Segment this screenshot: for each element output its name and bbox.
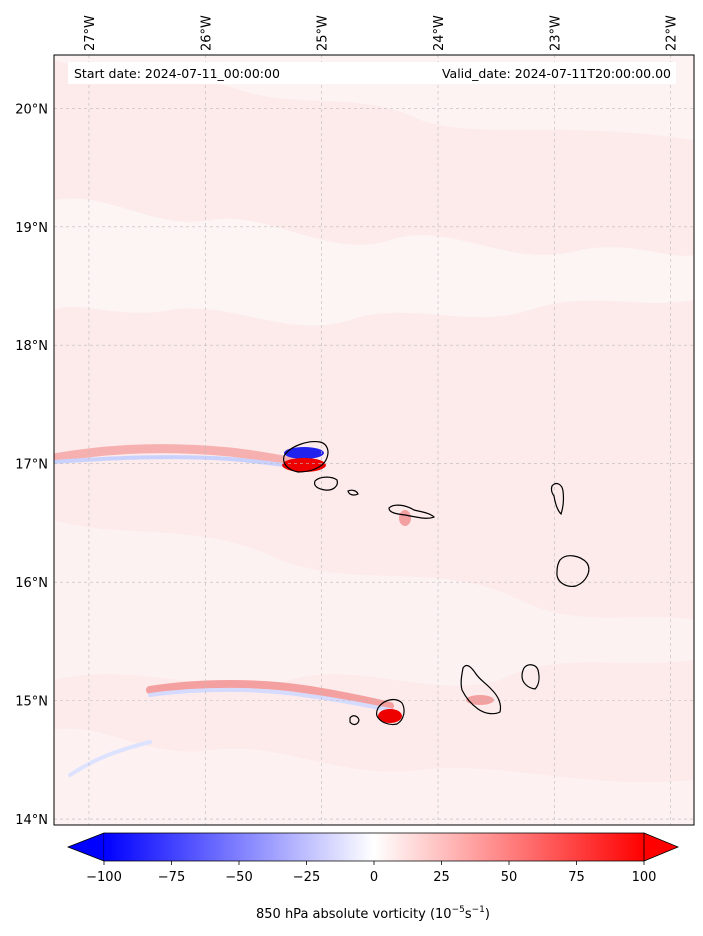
latitude-tick-label: 14°N [15, 813, 48, 828]
colorbar-label-main: 850 hPa absolute vorticity (10 [256, 907, 452, 922]
vorticity-field-background [54, 55, 694, 825]
latitude-tick-label: 16°N [15, 576, 48, 591]
island-sal [550, 482, 564, 516]
island-santiago [460, 664, 502, 715]
valid-date-label: Valid_date: 2024-07-11T20:00:00.00 [442, 66, 671, 81]
island-santo-antao [283, 441, 329, 473]
sal-wake-vorticity [466, 695, 494, 705]
longitude-tick-label: 22°W [665, 15, 680, 51]
latitude-tick-label: 20°N [15, 102, 48, 117]
colorbar-tick-label: −50 [225, 870, 252, 885]
colorbar-tick-label: 0 [370, 870, 378, 885]
colorbar-tick-label: −25 [293, 870, 320, 885]
colorbar: −100 −75 −50 −25 0 25 50 75 100 850 hPa absolute… [66, 832, 680, 922]
gridlines [54, 55, 694, 825]
coastlines [283, 441, 590, 726]
longitude-tick-label: 26°W [199, 15, 214, 51]
info-box [68, 62, 676, 84]
island-boa-vista [556, 555, 590, 587]
island-sao-nicolau [388, 504, 436, 519]
colorbar-bar [104, 833, 644, 861]
vorticity-patch [54, 198, 694, 326]
island-santa-luzia [347, 489, 359, 496]
colorbar-tick-label: 100 [632, 870, 657, 885]
longitude-tick-label: 24°W [432, 15, 447, 51]
colorbar-label-exponent: −1 [472, 905, 485, 915]
latitude-tick-label: 18°N [15, 339, 48, 354]
colorbar-extend-max [643, 832, 680, 862]
island-brava [349, 715, 360, 726]
colorbar-label-exponent: −5 [452, 905, 465, 915]
latitude-tick-label: 15°N [15, 695, 48, 710]
vorticity-filament-south [148, 687, 392, 712]
fogo-positive-vorticity [378, 709, 402, 723]
colorbar-label: 850 hPa absolute vorticity (10−5s−1) [256, 905, 490, 922]
colorbar-extend-min [66, 832, 105, 862]
colorbar-tick-label: 25 [433, 870, 450, 885]
vorticity-filament-north [54, 444, 297, 467]
latitude-tick-label: 19°N [15, 221, 48, 236]
colorbar-label-end: ) [485, 907, 490, 922]
start-date-label: Start date: 2024-07-11_00:00:00 [74, 66, 280, 81]
colorbar-ticks: −100 −75 −50 −25 0 25 50 75 100 [86, 861, 656, 885]
vorticity-filament-south [146, 680, 394, 710]
colorbar-label-unit: s [465, 907, 472, 922]
colorbar-tick-label: −75 [158, 870, 185, 885]
santo-antao-positive-vorticity [282, 458, 326, 472]
vorticity-filament-southwest [68, 740, 152, 777]
colorbar-tick-label: −100 [86, 870, 122, 885]
vorticity-field [54, 55, 694, 825]
vorticity-patch [54, 520, 694, 686]
map-area: Start date: 2024-07-11_00:00:00 Valid_da… [53, 54, 695, 826]
island-sao-vicente [313, 476, 338, 491]
longitude-ticks: 27°W 26°W 25°W 24°W 23°W 22°W [83, 15, 680, 51]
latitude-ticks: 20°N 19°N 18°N 17°N 16°N 15°N 14°N [15, 102, 48, 828]
island-fogo [375, 698, 405, 726]
sao-nicolau-wake-vorticity [399, 510, 411, 526]
map-frame [53, 54, 695, 826]
longitude-tick-label: 23°W [548, 15, 563, 51]
vorticity-filament-north [54, 455, 294, 468]
latitude-tick-label: 17°N [15, 458, 48, 473]
longitude-tick-label: 27°W [83, 15, 98, 51]
vorticity-patch [54, 728, 694, 825]
longitude-tick-label: 25°W [316, 15, 331, 51]
island-maio [521, 664, 540, 690]
santo-antao-negative-vorticity [284, 447, 324, 459]
colorbar-tick-label: 75 [568, 870, 585, 885]
colorbar-tick-label: 50 [501, 870, 518, 885]
